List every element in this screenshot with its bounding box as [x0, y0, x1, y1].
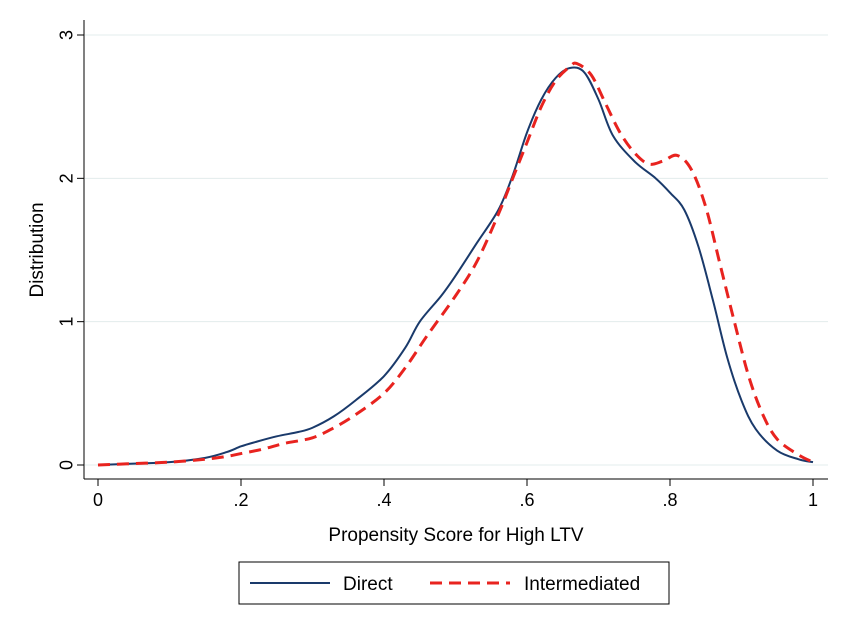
series-line-direct [97, 66, 814, 466]
x-axis-title: Propensity Score for High LTV [328, 525, 584, 546]
y-tick-label: 1 [56, 317, 76, 327]
x-tick-label: .4 [376, 490, 391, 510]
x-tick-label: .2 [233, 490, 248, 510]
series-lines [97, 61, 814, 467]
y-axis-ticks: 0 1 2 3 [56, 30, 84, 470]
y-tick-label: 3 [56, 30, 76, 40]
x-axis-ticks: 0 .2 .4 .6 .8 1 [93, 479, 818, 510]
grid-lines [85, 34, 828, 466]
legend-label-direct: Direct [343, 574, 393, 595]
series-line-intermediated [97, 61, 814, 467]
x-tick-label: .8 [662, 490, 677, 510]
legend: Direct Intermediated [238, 561, 670, 605]
legend-label-intermediated: Intermediated [524, 574, 640, 595]
y-tick-label: 0 [56, 460, 76, 470]
x-tick-label: .6 [519, 490, 534, 510]
y-tick-label: 2 [56, 173, 76, 183]
x-tick-label: 0 [93, 490, 103, 510]
y-axis-title: Distribution [27, 202, 48, 297]
x-tick-label: 1 [808, 490, 818, 510]
